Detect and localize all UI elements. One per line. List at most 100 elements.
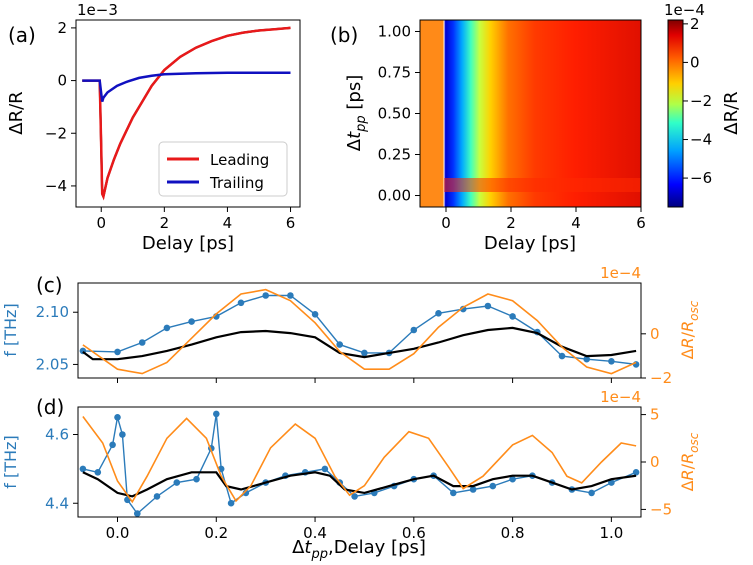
panel-a-xtick-label: 0 bbox=[96, 214, 106, 232]
panel-d-frequency-point bbox=[114, 414, 121, 421]
panel-d-frequency-point bbox=[193, 475, 200, 483]
panel-b-ytick-label: 0.75 bbox=[378, 63, 411, 81]
panel-d-ytick-right-label: −5 bbox=[650, 500, 672, 518]
panel-d-frequency-point bbox=[321, 465, 329, 473]
panel-c-frequency-point bbox=[237, 299, 245, 307]
panel-d-xtick-label: 0.8 bbox=[501, 524, 525, 542]
panel-c-right-scale: 1e−4 bbox=[600, 264, 641, 282]
panel-d-frequency-point bbox=[227, 499, 235, 507]
panel-label-c: (c) bbox=[36, 273, 63, 297]
panel-d-xtick-label: 0.2 bbox=[204, 524, 228, 542]
panel-a-xlabel: Delay [ps] bbox=[142, 233, 234, 254]
panel-label-a: (a) bbox=[8, 23, 36, 47]
panel-a-ytick-label: 0 bbox=[57, 72, 67, 90]
panel-d-frequency-point bbox=[213, 410, 220, 418]
panel-d-frequency-point bbox=[509, 475, 516, 483]
panel-c-frequency-point bbox=[311, 311, 319, 318]
panel-c-frequency-point bbox=[114, 348, 121, 356]
svg-text:ΔR/Rosc: ΔR/Rosc bbox=[678, 300, 701, 359]
colorbar-tick-label: −4 bbox=[690, 131, 712, 149]
panel-c-ylabel-left: f [THz] bbox=[1, 303, 20, 356]
colorbar-scale-label: 1e−4 bbox=[664, 1, 705, 19]
panel-c-frequency-point bbox=[138, 339, 146, 346]
panel-b-xtick-label: 2 bbox=[506, 214, 516, 232]
colorbar-tick-label: 2 bbox=[690, 15, 700, 33]
panel-c-smoothed-line bbox=[82, 326, 637, 361]
panel-d-ytick-right-label: 0 bbox=[650, 453, 660, 471]
panel-d-xtick-label: 0.4 bbox=[303, 524, 327, 542]
panel-d-frequency-point bbox=[242, 489, 250, 497]
panel-a-legend: Leading Trailing bbox=[158, 141, 288, 197]
panel-c-frequency-point bbox=[287, 292, 294, 299]
panel-c-frequency-point bbox=[262, 292, 270, 299]
panel-b-xlabel: Delay [ps] bbox=[484, 233, 576, 254]
panel-d-chart: 0.0 0.2 0.4 0.6 0.8 1.0 4.4 4.6 −5 0 5 1e−4 f [THz… bbox=[1, 388, 701, 562]
panel-c-frequency-point bbox=[361, 349, 368, 357]
colorbar-tick-label: −6 bbox=[690, 169, 712, 187]
panel-c-frequency-point bbox=[558, 352, 566, 360]
panel-d-frequency-point bbox=[119, 431, 126, 438]
panel-d-right-scale: 1e−4 bbox=[600, 388, 641, 406]
panel-c-ytick-left-label: 2.10 bbox=[36, 303, 69, 321]
panel-d-frequency-point bbox=[109, 441, 116, 449]
panel-c-frequency-point bbox=[435, 310, 442, 317]
panel-a-xtick-label: 2 bbox=[160, 214, 170, 232]
panel-b-xtick-label: 0 bbox=[441, 214, 451, 232]
panel-a-chart: 0 2 4 6 −4 −2 0 2 1e−3 Delay [ps] ΔR/R Leading … bbox=[6, 1, 301, 254]
colorbar-tick-label: −2 bbox=[690, 92, 712, 110]
panel-c-frequency-point bbox=[509, 313, 516, 320]
panel-c-oscillation-line bbox=[82, 288, 637, 375]
panel-b-ylabel: Δtpp [ps] bbox=[344, 75, 369, 151]
panel-b-heatmap: 0 2 4 6 0.00 0.25 0.50 0.75 1.00 Delay [ps] Δtpp… bbox=[344, 1, 742, 254]
panel-c-ytick-right-label: 0 bbox=[650, 325, 660, 343]
panel-c-frequency-point bbox=[459, 305, 467, 313]
panel-c-ytick-left-label: 2.05 bbox=[36, 355, 69, 373]
panel-d-frequency-point bbox=[450, 489, 457, 497]
panel-a-ytick-label: −4 bbox=[45, 177, 67, 195]
panel-c-frequency-point bbox=[336, 341, 344, 348]
colorbar-label: ΔR/R bbox=[721, 91, 742, 134]
panel-c-frame bbox=[77, 282, 642, 379]
panel-d-frequency-point bbox=[79, 465, 87, 473]
panel-d-frequency-point bbox=[608, 479, 615, 486]
heatmap-bottom-band bbox=[444, 178, 641, 192]
panel-b-ytick-label: 0.00 bbox=[378, 187, 411, 205]
panel-d-frequency-point bbox=[173, 479, 181, 486]
svg-text:Δtpp [ps]: Δtpp [ps] bbox=[344, 75, 369, 151]
panel-a-xtick-label: 4 bbox=[223, 214, 233, 232]
panel-c-ylabel-right: ΔR/Rosc bbox=[678, 300, 701, 359]
panel-d-frame bbox=[77, 406, 642, 518]
colorbar-tick-label: 0 bbox=[690, 53, 700, 71]
panel-d-ylabel-left: f [THz] bbox=[1, 435, 20, 488]
panel-d-xtick-label: 1.0 bbox=[599, 524, 623, 542]
panel-c-frequency-point bbox=[608, 358, 615, 365]
panel-d-frequency-point bbox=[632, 469, 640, 476]
panel-c-frequency-point bbox=[484, 302, 492, 310]
panel-d-frequency-point bbox=[351, 493, 358, 500]
panel-d-frequency-point bbox=[153, 493, 161, 500]
panel-d-oscillation-line bbox=[82, 416, 637, 504]
panel-d-xtick-label: 0.6 bbox=[402, 524, 426, 542]
panel-d-frequency-point bbox=[94, 469, 102, 476]
series-line-leading bbox=[82, 26, 291, 201]
panel-c-ytick-right-label: −2 bbox=[650, 369, 672, 387]
panel-c-frequency-point bbox=[188, 318, 195, 325]
panel-a-frame bbox=[75, 19, 301, 208]
panel-d-ytick-left-label: 4.4 bbox=[45, 494, 69, 512]
panel-a-ytick-label: 2 bbox=[57, 19, 67, 37]
panel-c-frequency-point bbox=[410, 326, 418, 334]
panel-d-ylabel-right: ΔR/Rosc bbox=[678, 432, 701, 491]
panel-a-ylabel: ΔR/R bbox=[6, 91, 27, 134]
panel-d-ytick-left-label: 4.6 bbox=[45, 426, 69, 444]
panel-d-frequency-line bbox=[82, 413, 637, 515]
panel-b-ytick-label: 0.25 bbox=[378, 146, 411, 164]
panel-c-frequency-point bbox=[583, 355, 590, 363]
panel-d-xtick-label: 0.0 bbox=[106, 524, 130, 542]
heatmap-image bbox=[420, 20, 641, 207]
panel-d-frequency-point bbox=[489, 482, 497, 490]
panel-c-chart: 2.05 2.10 −2 0 1e−4 f [THz] ΔR/Rosc bbox=[1, 264, 701, 387]
panel-label-b: (b) bbox=[330, 23, 358, 47]
panel-b-ytick-label: 0.50 bbox=[378, 105, 411, 123]
panel-a-xtick-label: 6 bbox=[286, 214, 296, 232]
